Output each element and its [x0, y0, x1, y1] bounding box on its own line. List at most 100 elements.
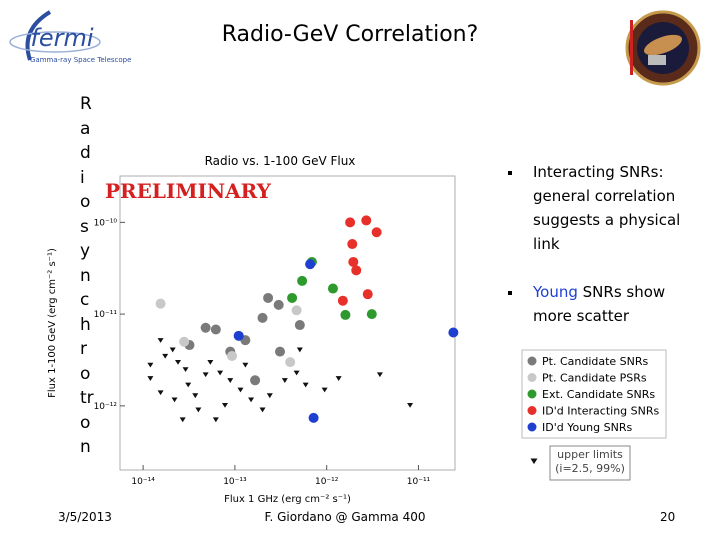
- legend-label: ID'd Interacting SNRs: [542, 405, 659, 418]
- footer-center: F. Giordano @ Gamma 400: [264, 510, 426, 524]
- legend-label: Ext. Candidate SNRs: [542, 388, 655, 401]
- upper-limit-marker: [296, 347, 303, 353]
- point: [297, 275, 308, 286]
- upper-limit-marker: [217, 370, 224, 376]
- point: [348, 256, 359, 267]
- upper-limit-marker: [202, 372, 209, 378]
- upper-limit-marker: [207, 359, 214, 365]
- upper-limit-marker: [195, 407, 202, 413]
- upper-limit-marker: [192, 393, 199, 399]
- point: [275, 346, 286, 357]
- point: [294, 320, 305, 331]
- upper-limit-marker: [335, 376, 342, 381]
- bullet-text: Interacting SNRs: general correlation su…: [533, 163, 681, 253]
- upper-limit-marker: [237, 387, 244, 393]
- upper-limit-marker: [162, 353, 169, 359]
- legend-box: [549, 445, 631, 481]
- point: [250, 375, 261, 386]
- upper-limit-marker: [212, 417, 219, 423]
- legend-swatch: [527, 422, 537, 432]
- x-tick-label: 10⁻¹³: [223, 477, 247, 487]
- upper-limit-marker: [175, 359, 182, 365]
- logo-subtext: Gamma-ray Space Telescope: [30, 56, 131, 64]
- upper-limit-marker: [259, 407, 266, 413]
- upper-limit-marker: [248, 397, 255, 403]
- legend-label: Pt. Candidate SNRs: [542, 355, 649, 368]
- x-tick-label: 10⁻¹⁴: [131, 477, 155, 487]
- upper-limit-marker: [302, 382, 309, 388]
- upper-limit-marker: [171, 397, 178, 403]
- point: [291, 305, 302, 316]
- upper-limit-marker: [182, 367, 189, 373]
- point: [308, 412, 319, 423]
- slide-title: Radio-GeV Correlation?: [221, 22, 479, 47]
- point: [337, 295, 348, 306]
- upper-limit-marker: [281, 378, 288, 383]
- upper-limit-marker: [227, 378, 234, 383]
- bullet-text: Young: [533, 283, 578, 301]
- y-tick-label: 10⁻¹⁰: [94, 218, 118, 228]
- upper-limit-marker: [293, 370, 300, 376]
- x-axis-label: Flux 1 GHz (erg cm⁻² s⁻¹): [224, 494, 351, 505]
- accent-bar: [630, 20, 633, 75]
- point: [305, 259, 316, 270]
- fermi-logo: fermi Gamma-ray Space Telescope: [9, 10, 131, 64]
- point: [263, 292, 274, 303]
- point: [233, 330, 244, 341]
- legend-label: upper limits (i=2.5, 99%): [555, 448, 625, 475]
- legend-swatch: [527, 389, 537, 399]
- footer-date: 3/5/2013: [58, 510, 112, 524]
- y-axis-label: Flux 1-100 GeV (erg cm⁻² s⁻¹): [47, 248, 58, 398]
- upper-limit-marker: [147, 362, 154, 368]
- bullet: Young SNRs show more scatter: [505, 280, 705, 328]
- upper-limit-marker: [266, 393, 273, 399]
- chart: Radio vs. 1-100 GeV Flux PRELIMINARY 10⁻…: [47, 154, 459, 505]
- upper-limit-marker: [185, 382, 192, 388]
- side-text: Radio synchrotron: [80, 94, 94, 457]
- point: [351, 265, 362, 276]
- bullet-list: Interacting SNRs: general correlation su…: [505, 160, 705, 352]
- point: [371, 227, 382, 238]
- chart-title: Radio vs. 1-100 GeV Flux: [205, 154, 356, 168]
- legend-label: Pt. Candidate PSRs: [542, 372, 647, 385]
- upper-limit-marker: [407, 402, 414, 408]
- point: [200, 322, 211, 333]
- mission-patch: [625, 10, 701, 86]
- point: [366, 309, 377, 320]
- point: [327, 283, 338, 294]
- point: [347, 239, 358, 250]
- logo-text: fermi: [30, 24, 93, 52]
- point: [273, 299, 284, 310]
- upper-limit-marker: [221, 402, 228, 408]
- legend-swatch: [527, 373, 537, 382]
- legend-swatch: [530, 458, 538, 465]
- upper-limit-marker: [321, 387, 328, 393]
- point: [285, 357, 296, 368]
- plot-frame: [119, 175, 456, 471]
- annotation: PRELIMINARY: [105, 179, 272, 203]
- point: [155, 298, 166, 309]
- upper-limit-marker: [169, 347, 176, 353]
- point: [257, 312, 268, 323]
- point: [340, 309, 351, 320]
- point: [179, 336, 190, 347]
- bullet-text: SNRs show more scatter: [533, 283, 666, 325]
- point: [227, 350, 238, 361]
- point: [448, 327, 459, 338]
- legend-box: [521, 349, 667, 439]
- upper-limit-marker: [157, 390, 164, 396]
- point: [345, 217, 356, 228]
- point: [362, 289, 373, 300]
- upper-limit-marker: [376, 372, 383, 378]
- upper-limit-marker: [157, 338, 164, 343]
- legend-swatch: [527, 356, 537, 366]
- point: [210, 324, 221, 335]
- footer-page: 20: [660, 510, 676, 524]
- point: [287, 292, 298, 303]
- point: [361, 215, 372, 226]
- y-tick-label: 10⁻¹²: [94, 402, 118, 412]
- y-tick-label: 10⁻¹¹: [94, 310, 118, 320]
- upper-limit-marker: [242, 362, 249, 368]
- legend-label: ID'd Young SNRs: [542, 421, 632, 434]
